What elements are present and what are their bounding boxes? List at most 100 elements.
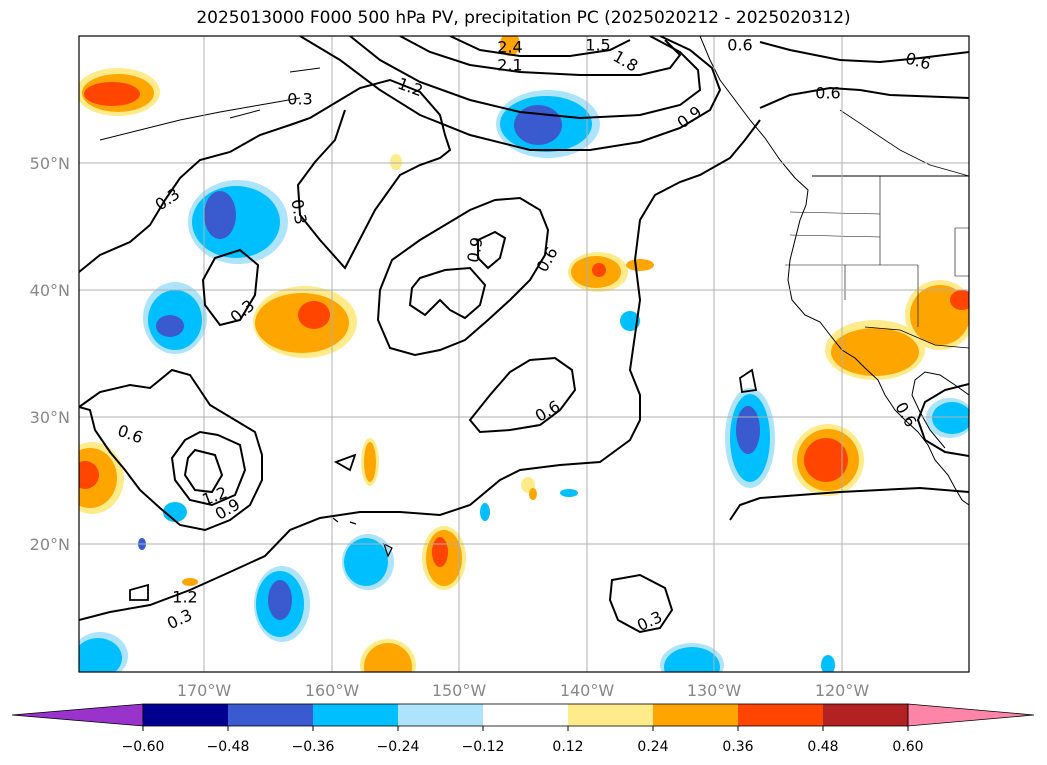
colorbar-segment <box>483 704 568 726</box>
precip-positive-patch <box>298 301 330 329</box>
precip-positive-patch <box>432 537 448 567</box>
precip-positive-patch <box>182 578 198 586</box>
precip-positive-patch <box>500 36 520 56</box>
colorbar-segment <box>568 704 653 726</box>
precip-negative-patch <box>932 402 969 434</box>
colorbar-label: −0.12 <box>462 739 505 755</box>
colorbar-segment <box>738 704 823 726</box>
pv-contour-0.6 <box>468 356 577 434</box>
colorbar-label: −0.36 <box>292 739 335 755</box>
precip-negative-patch <box>664 647 720 672</box>
colorbar-label: 0.12 <box>552 739 583 755</box>
baja-coast <box>911 371 969 449</box>
pv-contour-2.1 <box>449 36 631 57</box>
colorbar-label: −0.48 <box>207 739 250 755</box>
colorbar-segment <box>313 704 398 726</box>
contour-label: 2.4 <box>497 38 522 57</box>
map-title: 2025013000 F000 500 hPa PV, precipitatio… <box>196 8 851 28</box>
contour-label: 0.3 <box>287 90 312 109</box>
pv-contour-0.9 <box>477 230 507 270</box>
colorbar-label: 0.36 <box>722 739 753 755</box>
pv-contour-1.8 <box>399 36 682 76</box>
lat-tick: 20°N <box>30 535 70 554</box>
pv-contour-0.3 <box>79 78 452 273</box>
precip-fills <box>79 36 969 672</box>
precip-negative-patch <box>736 406 760 454</box>
contour-label: 2.1 <box>497 56 522 75</box>
colorbar <box>11 703 1035 727</box>
pv-contour-1.5 <box>349 36 702 120</box>
lon-tick: 130°W <box>687 681 742 700</box>
contour-label: 1.8 <box>610 47 642 76</box>
contour-label: 0.3 <box>164 605 195 633</box>
precip-negative-patch <box>560 489 578 497</box>
contour-label: 0.6 <box>533 244 562 276</box>
precip-positive-patch <box>592 263 606 277</box>
colorbar-label: 0.24 <box>637 739 668 755</box>
colorbar-extend-high <box>907 703 1035 727</box>
pv-contour-0.6 <box>759 86 969 109</box>
lon-tick: 120°W <box>815 681 870 700</box>
pv-contour-0.9 <box>408 266 487 320</box>
hawaii-islands <box>332 517 393 558</box>
colorbar-label: −0.60 <box>122 739 165 755</box>
precip-positive-patch <box>390 154 402 170</box>
precip-negative-patch <box>268 580 292 620</box>
coastlines <box>99 36 969 558</box>
colorbar-segment <box>398 704 483 726</box>
pv-contour-small <box>129 368 758 601</box>
pv-contour-0.6 <box>376 196 550 357</box>
precip-positive-patch <box>831 328 919 376</box>
bc-coast <box>839 109 969 177</box>
pv-contours <box>79 36 969 634</box>
lon-ticks: 170°W 160°W 150°W 140°W 130°W 120°W <box>177 681 870 700</box>
colorbar-extend-low <box>11 703 144 727</box>
colorbar-outline <box>142 703 909 727</box>
precip-positive-patch <box>364 643 412 672</box>
precip-negative-patch <box>514 105 562 145</box>
pv-contour-0.6 <box>79 368 263 532</box>
contour-label: 1.2 <box>172 588 197 607</box>
pv-contour-0.3 <box>79 119 761 621</box>
precip-negative-patch <box>620 311 640 331</box>
colorbar-segment <box>228 704 313 726</box>
pv-contour-1.2 <box>299 36 722 151</box>
precip-positive-patch <box>84 82 140 106</box>
lon-tick: 170°W <box>177 681 232 700</box>
lon-tick: 150°W <box>432 681 487 700</box>
lat-tick: 30°N <box>30 408 70 427</box>
lon-tick: 140°W <box>560 681 615 700</box>
precip-positive-patch <box>529 488 537 500</box>
colorbar-segment <box>143 704 228 726</box>
colorbar-label: −0.24 <box>377 739 420 755</box>
colorbar-label: 0.48 <box>807 739 838 755</box>
contour-label: 0.6 <box>815 84 840 103</box>
contour-label: 0.9 <box>463 236 486 264</box>
precip-positive-patch <box>364 442 376 482</box>
precip-positive-patch <box>950 290 969 310</box>
contour-label: 0.3 <box>287 198 310 226</box>
lon-tick: 160°W <box>305 681 360 700</box>
pv-contour-0.6 <box>759 41 969 64</box>
precip-negative-patch <box>480 503 490 521</box>
border-us-mexico <box>864 326 969 349</box>
contour-label: 1.2 <box>395 74 425 101</box>
contour-label: 0.6 <box>115 421 145 448</box>
precip-positive-patch <box>804 438 848 482</box>
state-borders <box>785 176 969 327</box>
map-frame <box>78 35 970 673</box>
precip-negative-patch <box>821 655 835 672</box>
pv-contour-1.2 <box>183 448 224 494</box>
lat-tick: 40°N <box>30 281 70 300</box>
pv-contour-0.3 <box>608 573 674 634</box>
colorbar-label: 0.60 <box>892 739 923 755</box>
north-america-coast <box>699 36 969 506</box>
lat-ticks: 50°N 40°N 30°N 20°N <box>30 154 70 554</box>
colorbar-labels: −0.60 −0.48 −0.36 −0.24 −0.12 0.12 0.24 0.36 0.4… <box>122 726 924 755</box>
precip-positive-patch <box>79 461 99 489</box>
pv-contour-0.3 <box>201 248 260 327</box>
precip-negative-patch <box>344 538 388 586</box>
pv-contour-0.6 <box>729 486 969 521</box>
contour-label: 0.3 <box>152 184 184 214</box>
